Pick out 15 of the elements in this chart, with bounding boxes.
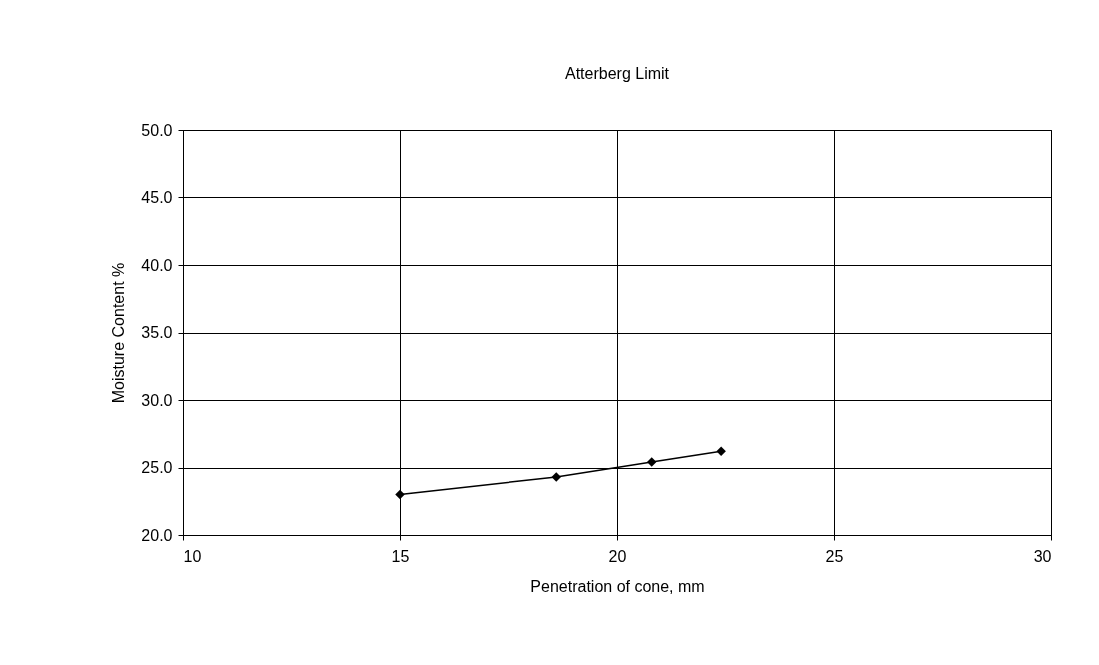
x-tick-label: 20	[608, 547, 627, 565]
x-tick-label: 10	[183, 547, 202, 565]
y-tick-label: 45.0	[141, 189, 173, 206]
y-tick-label: 30.0	[141, 391, 173, 409]
y-axis-title: Moisture Content %	[110, 262, 128, 404]
chart-title: Atterberg Limit	[564, 65, 670, 82]
y-tick-label: 20.0	[141, 526, 173, 544]
y-tick-label: 35.0	[141, 324, 173, 341]
y-tick-label: 40.0	[141, 256, 173, 274]
y-tick-label: 25.0	[141, 459, 173, 476]
x-tick-label: 25	[825, 547, 844, 565]
x-tick-label: 30	[1033, 547, 1052, 565]
x-axis-title: Penetration of cone, mm	[530, 577, 705, 595]
x-tick-label: 15	[391, 547, 410, 565]
y-tick-label: 50.0	[141, 121, 173, 139]
